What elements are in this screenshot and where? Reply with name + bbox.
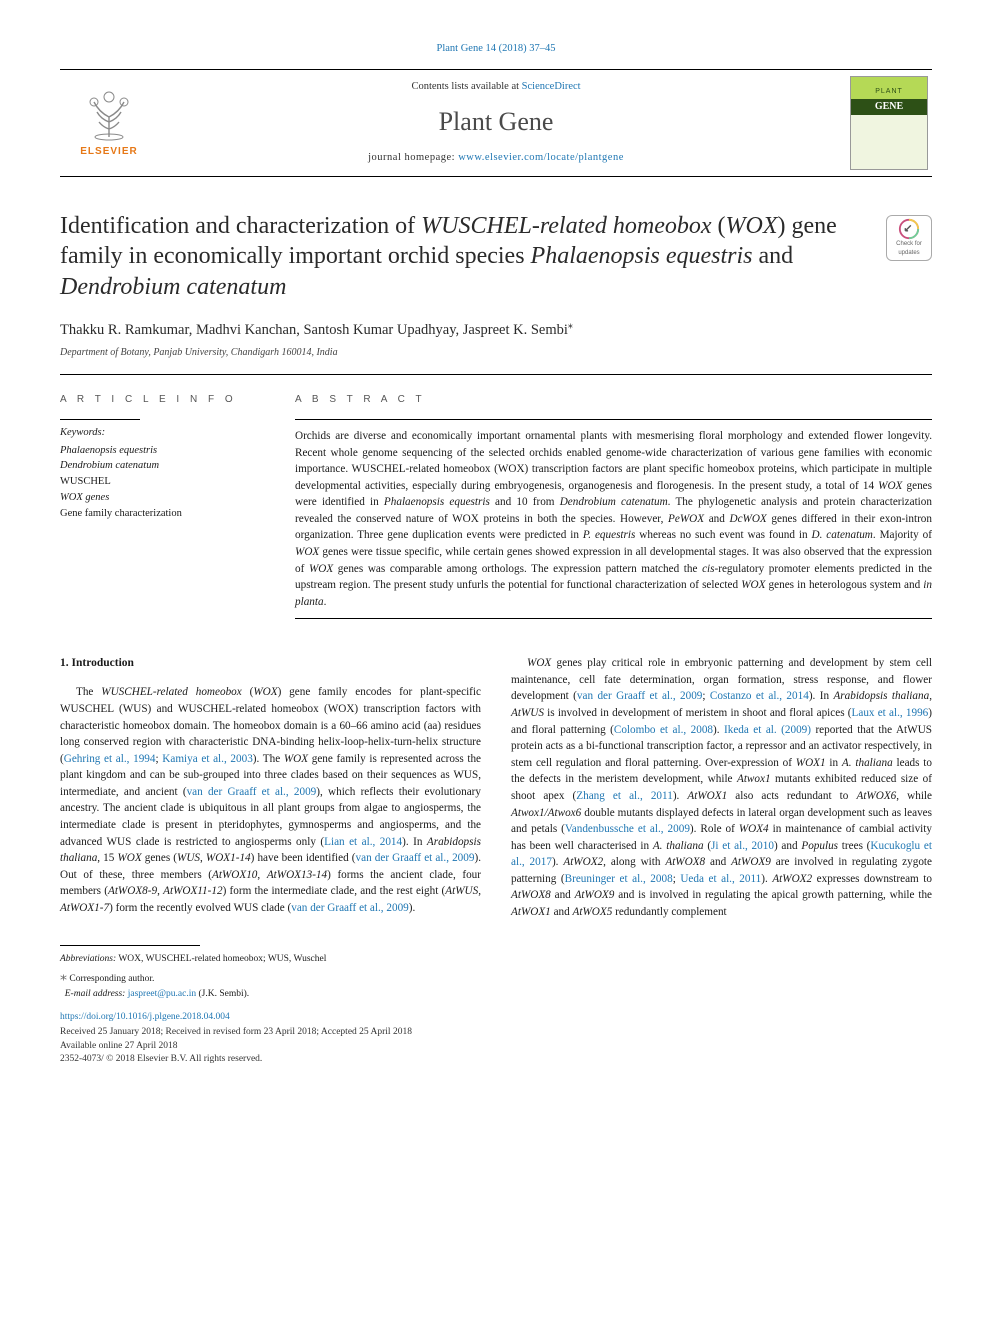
corr-line: ⁎ Corresponding author. [60, 966, 932, 987]
journal-name: Plant Gene [180, 104, 812, 140]
email-line: E-mail address: jaspreet@pu.ac.in (J.K. … [60, 987, 932, 1001]
cover-text-top: PLANT [851, 87, 927, 97]
keyword-0: Phalaenopsis equestris [60, 445, 157, 456]
header-center: Contents lists available at ScienceDirec… [180, 70, 812, 176]
check-updates-l1: Check for [896, 241, 922, 247]
keyword-3: WOX genes [60, 492, 109, 503]
intro-para-left: The WUSCHEL-related homeobox (WOX) gene … [60, 684, 481, 916]
abstract-text: Orchids are diverse and economically imp… [295, 428, 932, 610]
article-info-column: A R T I C L E I N F O Keywords: Phalaeno… [60, 393, 265, 619]
abbrev-label: Abbreviations: [60, 954, 116, 964]
corr-label: Corresponding author. [69, 974, 154, 984]
corresponding-marker: ⁎ [568, 320, 573, 331]
copyright-line: 2352-4073/ © 2018 Elsevier B.V. All righ… [60, 1053, 932, 1066]
keywords-label: Keywords: [60, 426, 265, 441]
intro-para-right: WOX genes play critical role in embryoni… [511, 655, 932, 920]
article-title: Identification and characterization of W… [60, 211, 874, 303]
intro-heading: 1. Introduction [60, 655, 481, 672]
elsevier-logo: ELSEVIER [64, 78, 154, 168]
check-for-updates-badge[interactable]: Check for updates [886, 215, 932, 261]
check-updates-icon [898, 218, 920, 240]
email-link[interactable]: jaspreet@pu.ac.in [128, 989, 196, 999]
check-updates-l2: updates [898, 250, 919, 256]
abstract-rule-bottom [295, 618, 932, 619]
available-line: Available online 27 April 2018 [60, 1040, 932, 1053]
homepage-prefix: journal homepage: [368, 152, 458, 163]
body-columns: 1. Introduction The WUSCHEL-related home… [60, 655, 932, 920]
body-col-right: WOX genes play critical role in embryoni… [511, 655, 932, 920]
keyword-4: Gene family characterization [60, 508, 182, 519]
abstract-rule-top [295, 419, 932, 420]
journal-reference: Plant Gene 14 (2018) 37–45 [60, 42, 932, 57]
abbrev-line: Abbreviations: WOX, WUSCHEL-related home… [60, 952, 932, 966]
info-rule [60, 419, 140, 420]
footer-divider [60, 945, 200, 946]
sciencedirect-link[interactable]: ScienceDirect [522, 81, 581, 92]
abbrev-text: WOX, WUSCHEL-related homeobox; WUS, Wusc… [116, 954, 326, 964]
article-info-head: A R T I C L E I N F O [60, 393, 265, 407]
rule-below-authors [60, 374, 932, 375]
authors-names: Thakku R. Ramkumar, Madhvi Kanchan, Sant… [60, 322, 568, 338]
footer-notes: Abbreviations: WOX, WUSCHEL-related home… [60, 952, 932, 1002]
keywords-list: Phalaenopsis equestris Dendrobium catena… [60, 443, 265, 522]
received-line: Received 25 January 2018; Received in re… [60, 1026, 932, 1039]
journal-cover-block: PLANT GENE [812, 70, 932, 176]
keyword-1: Dendrobium catenatum [60, 460, 159, 471]
body-col-left: 1. Introduction The WUSCHEL-related home… [60, 655, 481, 920]
elsevier-tree-icon [79, 87, 139, 143]
email-label: E-mail address: [65, 989, 126, 999]
abstract-head: A B S T R A C T [295, 393, 932, 407]
affiliation: Department of Botany, Panjab University,… [60, 346, 932, 360]
publisher-logo-block: ELSEVIER [60, 70, 180, 176]
corr-marker: ⁎ [60, 965, 67, 986]
header-bar: ELSEVIER Contents lists available at Sci… [60, 69, 932, 177]
doi-link[interactable]: https://doi.org/10.1016/j.plgene.2018.04… [60, 1011, 932, 1024]
abstract-column: A B S T R A C T Orchids are diverse and … [295, 393, 932, 619]
keyword-2: WUSCHEL [60, 476, 111, 487]
email-suffix: (J.K. Sembi). [196, 989, 249, 999]
authors-line: Thakku R. Ramkumar, Madhvi Kanchan, Sant… [60, 319, 932, 340]
publisher-name: ELSEVIER [80, 145, 137, 159]
cover-text-bottom: GENE [851, 99, 927, 115]
journal-cover-image: PLANT GENE [850, 76, 928, 170]
contents-prefix: Contents lists available at [411, 81, 521, 92]
homepage-link[interactable]: www.elsevier.com/locate/plantgene [458, 152, 624, 163]
homepage-line: journal homepage: www.elsevier.com/locat… [180, 151, 812, 166]
contents-available-line: Contents lists available at ScienceDirec… [180, 80, 812, 95]
